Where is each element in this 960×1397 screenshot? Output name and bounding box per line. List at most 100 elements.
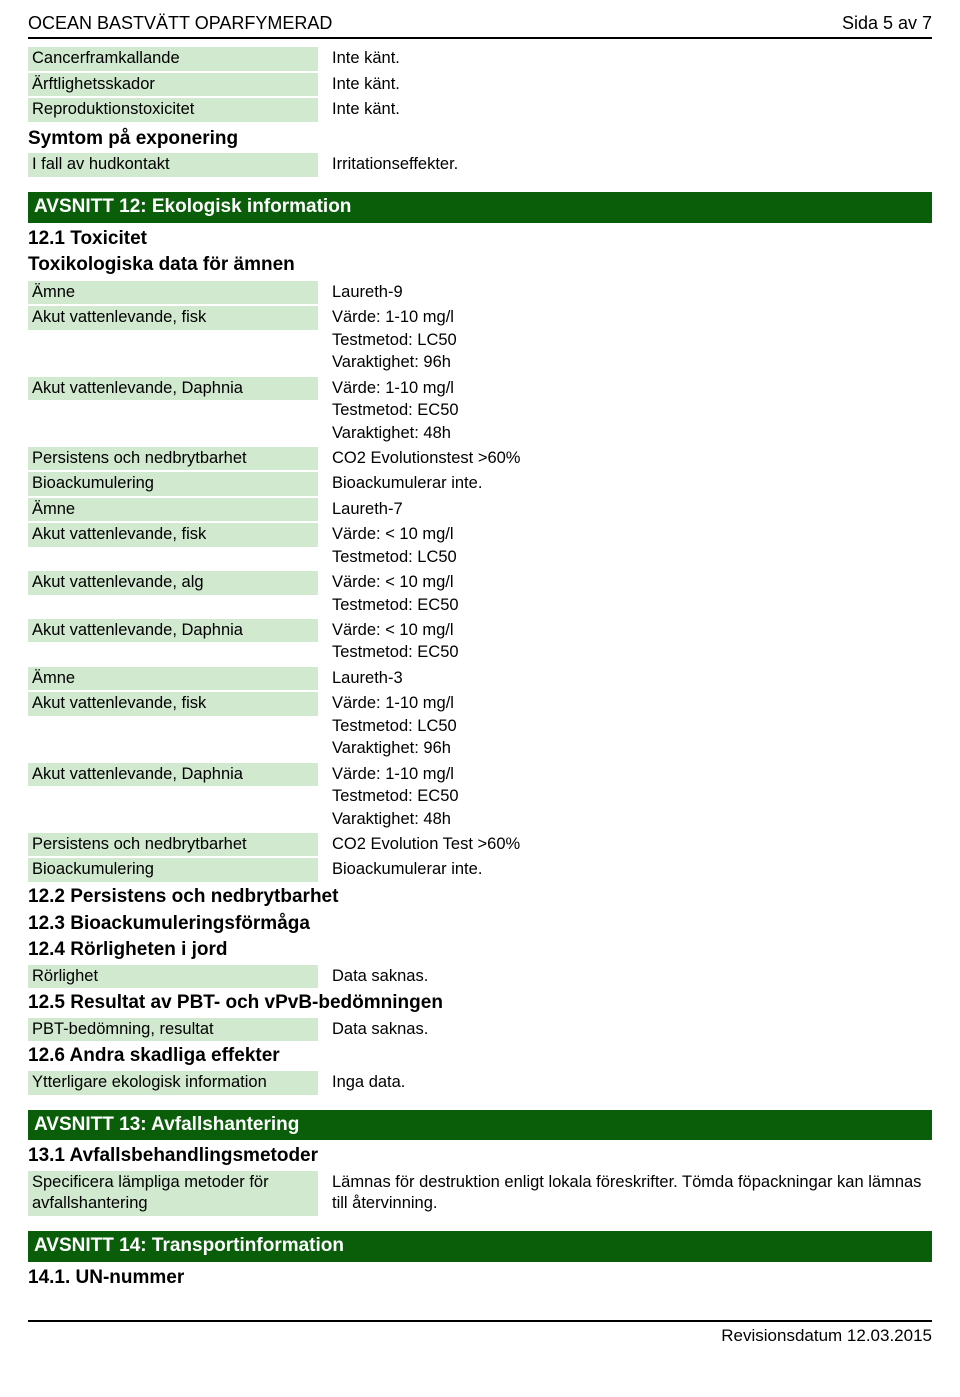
kv-label: Ämne	[28, 281, 318, 304]
kv-value: Irritationseffekter.	[318, 153, 932, 177]
kv-value: Laureth-3	[318, 667, 932, 691]
waste-rows: Specificera lämpliga metoder för avfalls…	[28, 1171, 932, 1217]
page-number: Sida 5 av 7	[842, 12, 932, 35]
section-14-bar: AVSNITT 14: Transportinformation	[28, 1231, 932, 1262]
kv-value-line: Varaktighet: 48h	[332, 423, 928, 444]
kv-row: Cancerframkallande Inte känt.	[28, 47, 932, 71]
kv-value-line: Testmetod: EC50	[332, 786, 928, 807]
kv-row: Ämne Laureth-3	[28, 667, 932, 691]
kv-value-line: Varaktighet: 48h	[332, 809, 928, 830]
section-12-2-heading: 12.2 Persistens och nedbrytbarhet	[28, 885, 932, 910]
kv-value-line: Värde: 1-10 mg/l	[332, 764, 928, 785]
kv-value-line: Irritationseffekter.	[332, 154, 928, 175]
kv-value: Värde: < 10 mg/lTestmetod: LC50	[318, 523, 932, 570]
kv-value-line: Inga data.	[332, 1072, 928, 1093]
kv-value-line: Testmetod: LC50	[332, 330, 928, 351]
kv-value-line: Data saknas.	[332, 1019, 928, 1040]
revision-date: Revisionsdatum 12.03.2015	[721, 1326, 932, 1345]
kv-row: Ytterligare ekologisk information Inga da…	[28, 1071, 932, 1095]
kv-label: Rörlighet	[28, 965, 318, 988]
kv-label: I fall av hudkontakt	[28, 153, 318, 176]
pbt-rows: PBT-bedömning, resultat Data saknas.	[28, 1018, 932, 1042]
kv-label: Specificera lämpliga metoder för avfalls…	[28, 1171, 318, 1216]
section-13-bar: AVSNITT 13: Avfallshantering	[28, 1110, 932, 1141]
section-14-1-heading: 14.1. UN-nummer	[28, 1266, 932, 1291]
kv-label: Persistens och nedbrytbarhet	[28, 833, 318, 856]
kv-value: Värde: < 10 mg/lTestmetod: EC50	[318, 619, 932, 666]
kv-label: Bioackumulering	[28, 472, 318, 495]
kv-row: Rörlighet Data saknas.	[28, 965, 932, 989]
kv-label: Akut vattenlevande, fisk	[28, 306, 318, 329]
kv-value-line: Värde: 1-10 mg/l	[332, 307, 928, 328]
kv-value-line: Laureth-3	[332, 668, 928, 689]
kv-label: Cancerframkallande	[28, 47, 318, 70]
kv-value: Inte känt.	[318, 98, 932, 122]
kv-value: CO2 Evolution Test >60%	[318, 833, 932, 857]
kv-value: Laureth-7	[318, 498, 932, 522]
kv-value: Data saknas.	[318, 1018, 932, 1042]
kv-value: Värde: < 10 mg/lTestmetod: EC50	[318, 571, 932, 618]
kv-label: Akut vattenlevande, Daphnia	[28, 377, 318, 400]
kv-value-line: Testmetod: LC50	[332, 716, 928, 737]
kv-label: Persistens och nedbrytbarhet	[28, 447, 318, 470]
kv-label: Akut vattenlevande, alg	[28, 571, 318, 594]
kv-label: Ärftlighetsskador	[28, 73, 318, 96]
symptom-heading: Symtom på exponering	[28, 127, 932, 152]
kv-value-line: Inte känt.	[332, 48, 928, 69]
kv-label: Akut vattenlevande, Daphnia	[28, 619, 318, 642]
kv-value: Bioackumulerar inte.	[318, 858, 932, 882]
kv-row: Bioackumulering Bioackumulerar inte.	[28, 858, 932, 882]
kv-value: Data saknas.	[318, 965, 932, 989]
kv-value-line: Testmetod: EC50	[332, 595, 928, 616]
kv-row: Reproduktionstoxicitet Inte känt.	[28, 98, 932, 122]
symptom-rows: I fall av hudkontakt Irritationseffekter.	[28, 153, 932, 177]
kv-label: Ämne	[28, 667, 318, 690]
kv-value-line: Inte känt.	[332, 74, 928, 95]
kv-value-line: Laureth-7	[332, 499, 928, 520]
kv-value: Lämnas för destruktion enligt lokala för…	[318, 1171, 932, 1217]
kv-label: Reproduktionstoxicitet	[28, 98, 318, 121]
kv-label: PBT-bedömning, resultat	[28, 1018, 318, 1041]
section-12-6-heading: 12.6 Andra skadliga effekter	[28, 1044, 932, 1069]
tox-rows: Ämne Laureth-9 Akut vattenlevande, fisk Vär…	[28, 281, 932, 883]
kv-value: Värde: 1-10 mg/lTestmetod: EC50Varaktigh…	[318, 377, 932, 446]
kv-value-line: Värde: < 10 mg/l	[332, 524, 928, 545]
kv-label: Ytterligare ekologisk information	[28, 1071, 318, 1094]
kv-row: PBT-bedömning, resultat Data saknas.	[28, 1018, 932, 1042]
kv-row: Persistens och nedbrytbarhetCO2 Evolutio…	[28, 447, 932, 471]
kv-value-line: Laureth-9	[332, 282, 928, 303]
kv-value-line: Värde: < 10 mg/l	[332, 620, 928, 641]
kv-row: Ämne Laureth-9	[28, 281, 932, 305]
section-13-1-heading: 13.1 Avfallsbehandlingsmetoder	[28, 1144, 932, 1169]
kv-value-line: Lämnas för destruktion enligt lokala för…	[332, 1172, 928, 1215]
section-12-4-heading: 12.4 Rörligheten i jord	[28, 938, 932, 963]
kv-value: Värde: 1-10 mg/lTestmetod: LC50Varaktigh…	[318, 692, 932, 761]
kv-row: Akut vattenlevande, DaphniaVärde: < 10 m…	[28, 619, 932, 666]
top-properties: Cancerframkallande Inte känt. Ärftlighetss…	[28, 47, 932, 122]
kv-row: Akut vattenlevande, fisk Värde: 1-10 mg/l…	[28, 306, 932, 375]
other-eco-rows: Ytterligare ekologisk information Inga da…	[28, 1071, 932, 1095]
kv-label: Akut vattenlevande, Daphnia	[28, 763, 318, 786]
tox-data-heading: Toxikologiska data för ämnen	[28, 253, 932, 278]
kv-value: Bioackumulerar inte.	[318, 472, 932, 496]
kv-value-line: Bioackumulerar inte.	[332, 859, 928, 880]
kv-value: Inga data.	[318, 1071, 932, 1095]
kv-value: Inte känt.	[318, 73, 932, 97]
section-12-3-heading: 12.3 Bioackumuleringsförmåga	[28, 912, 932, 937]
kv-value-line: Testmetod: LC50	[332, 547, 928, 568]
kv-value-line: Varaktighet: 96h	[332, 352, 928, 373]
kv-value-line: Bioackumulerar inte.	[332, 473, 928, 494]
kv-value: Laureth-9	[318, 281, 932, 305]
kv-value-line: Värde: 1-10 mg/l	[332, 378, 928, 399]
kv-value: Värde: 1-10 mg/lTestmetod: EC50Varaktigh…	[318, 763, 932, 832]
kv-row: Specificera lämpliga metoder för avfalls…	[28, 1171, 932, 1217]
kv-value-line: Värde: 1-10 mg/l	[332, 693, 928, 714]
page-container: OCEAN BASTVÄTT OPARFYMERAD Sida 5 av 7 C…	[0, 0, 960, 1367]
kv-label: Bioackumulering	[28, 858, 318, 881]
kv-label: Ämne	[28, 498, 318, 521]
kv-value-line: Varaktighet: 96h	[332, 738, 928, 759]
kv-value-line: Data saknas.	[332, 966, 928, 987]
kv-value-line: Inte känt.	[332, 99, 928, 120]
kv-row: Akut vattenlevande, algVärde: < 10 mg/lT…	[28, 571, 932, 618]
section-12-5-heading: 12.5 Resultat av PBT- och vPvB-bedömning…	[28, 991, 932, 1016]
